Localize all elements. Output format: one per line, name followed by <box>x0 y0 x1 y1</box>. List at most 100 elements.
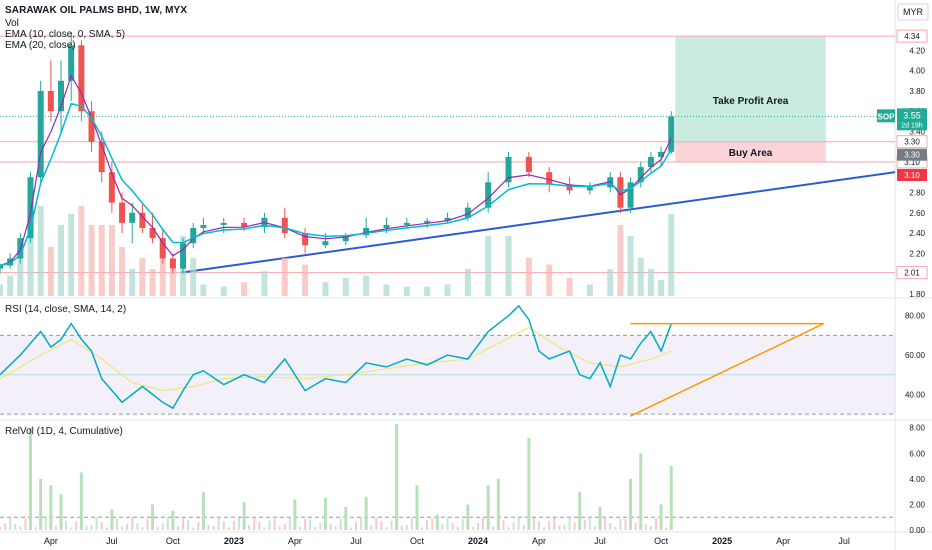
volume-bar <box>383 284 390 296</box>
price-level-value: 4.34 <box>904 32 920 41</box>
price-tick-label: 2.80 <box>909 188 925 197</box>
level-tag-gray <box>897 148 927 161</box>
price-level-value: 2.01 <box>904 269 920 278</box>
relvol-bar <box>588 518 591 530</box>
relvol-spike <box>59 494 63 530</box>
relvol-bar <box>90 525 93 530</box>
volume-bar <box>485 236 492 296</box>
candle-body <box>108 172 115 203</box>
volume-bar <box>668 214 675 296</box>
rsi-trendline <box>630 322 825 417</box>
volume-bar <box>98 225 105 296</box>
candle-body <box>220 222 227 225</box>
relvol-bar <box>593 526 596 530</box>
volume-bar <box>525 258 532 296</box>
volume-bar <box>200 284 207 296</box>
relvol-bar <box>14 523 17 530</box>
relvol-bar <box>426 520 429 530</box>
relvol-bar <box>354 522 357 530</box>
price-level-tag <box>896 29 928 43</box>
relvol-bar <box>273 518 276 530</box>
buy-area-label: Buy Area <box>729 148 773 159</box>
relvol-bar <box>65 520 68 530</box>
relvol-spike <box>110 509 114 530</box>
volume-bar <box>108 225 115 296</box>
relvol-bar <box>44 517 47 530</box>
candle-body <box>119 202 126 223</box>
relvol-bar <box>217 517 220 530</box>
relvol-bar <box>222 520 225 530</box>
candle-body <box>464 207 471 218</box>
volume-bar <box>444 284 451 296</box>
candle-body <box>47 90 54 112</box>
candle-body <box>129 212 136 223</box>
candle-body <box>424 220 431 223</box>
relvol-spike <box>466 504 470 530</box>
relvol-bar <box>253 517 256 530</box>
time-tick-label: Oct <box>166 536 181 546</box>
take-profit-label: Take Profit Area <box>713 96 789 107</box>
relvol-bar <box>532 517 535 530</box>
volume-bar <box>190 258 197 296</box>
relvol-bar <box>543 527 546 530</box>
candle-body <box>647 156 654 168</box>
relvol-bar <box>614 526 617 530</box>
time-tick-label: Jul <box>594 536 606 546</box>
relvol-bar <box>568 517 571 530</box>
relvol-bar <box>95 517 98 530</box>
relvol-spike <box>39 478 43 530</box>
level-tag-value: 3.10 <box>904 171 920 180</box>
relvol-bar <box>9 517 12 530</box>
volume-bar <box>159 247 166 296</box>
volume-bar <box>647 269 654 296</box>
relvol-bar <box>131 517 134 530</box>
volume-bar <box>617 225 624 296</box>
currency-box <box>897 3 929 21</box>
volume-bar <box>302 264 309 296</box>
volume-bar <box>403 286 410 296</box>
relvol-bar <box>192 527 195 530</box>
volume-bar <box>464 269 471 296</box>
time-tick-label: Apr <box>532 536 546 546</box>
rsi-line <box>0 304 673 410</box>
relvol-bar <box>482 517 485 530</box>
price-tick-label: 2.20 <box>909 249 925 258</box>
rsi-ma-line <box>0 326 672 392</box>
volume-bar <box>627 236 634 296</box>
time-tick-label: Apr <box>776 536 790 546</box>
relvol-bar <box>278 526 281 530</box>
ema-20-legend: EMA (20, close) <box>5 40 76 51</box>
volume-legend: Vol <box>5 18 19 29</box>
price-tick-label: 3.40 <box>909 128 925 137</box>
candle-body <box>342 235 349 242</box>
ema-20-line <box>0 102 672 267</box>
volume-bar <box>58 225 65 296</box>
relvol-bar <box>85 525 88 530</box>
volume-bar <box>658 280 665 296</box>
chart-title: SARAWAK OIL PALMS BHD, 1W, MYX <box>5 5 188 16</box>
relvol-bar <box>522 525 525 530</box>
time-tick-label: 2025 <box>712 536 732 546</box>
relvol-spike <box>364 496 368 530</box>
relvol-bar <box>446 517 449 530</box>
relvol-bar <box>227 527 230 530</box>
candle-body <box>241 222 248 227</box>
candle-body <box>149 227 156 239</box>
relvol-bar <box>390 521 393 530</box>
volume-bar <box>0 284 3 296</box>
relvol-bar <box>146 519 149 530</box>
candle-body <box>658 151 665 157</box>
candle-body <box>546 172 553 185</box>
relvol-spike <box>669 466 673 530</box>
price-level-tag <box>896 266 928 280</box>
last-price-value: 3.55 <box>903 110 921 120</box>
candle-body <box>668 116 675 152</box>
price-tick-label: 2.60 <box>909 209 925 218</box>
volume-bar <box>586 284 593 296</box>
relvol-spike <box>435 514 439 530</box>
relvol-bar <box>319 523 322 530</box>
relvol-bar <box>644 524 647 530</box>
volume-bar <box>322 282 329 296</box>
relvol-bar <box>410 517 413 530</box>
